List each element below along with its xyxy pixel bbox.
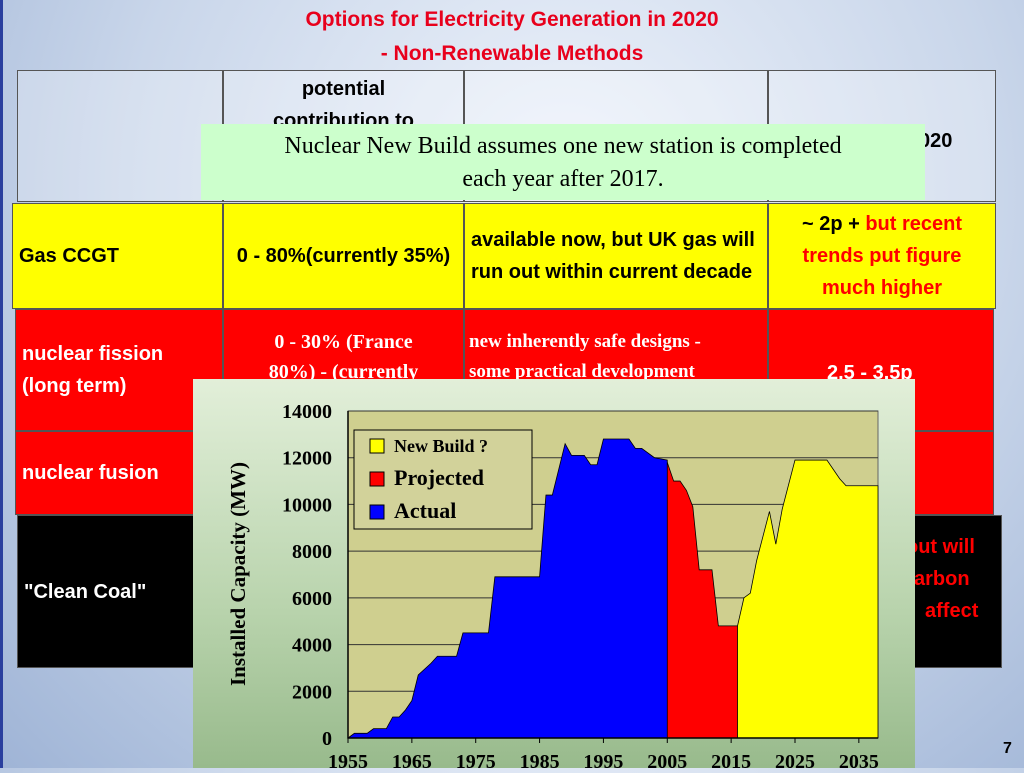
row-gas-status-cell: available now, but UK gas will run out w…: [464, 203, 768, 309]
row-fusion-name-cell: nuclear fusion: [15, 431, 223, 515]
row-gas-cost-cell: ~ 2p + but recent trends put figure much…: [768, 203, 996, 309]
legend-swatch-2: [369, 504, 385, 520]
header-cell-method: [17, 70, 223, 202]
x-tick-label-2005: 2005: [647, 751, 687, 768]
x-tick-label-1965: 1965: [392, 751, 432, 768]
y-tick-label-10000: 10000: [282, 494, 332, 516]
header-contribution-line1: potential: [301, 78, 386, 100]
nuclear-new-build-note: Nuclear New Build assumes one new statio…: [201, 124, 925, 200]
x-tick-label-1985: 1985: [520, 751, 560, 768]
y-tick-label-2000: 2000: [292, 681, 332, 703]
row-coal-tail-line2: arbon: [914, 568, 970, 590]
header-cost-fragment: 020: [919, 130, 953, 152]
slide-title-line1: Options for Electricity Generation in 20…: [305, 8, 719, 31]
row-gas-cost-note: but recent trends put figure much higher: [802, 213, 963, 299]
legend-label-2: Actual: [394, 498, 456, 523]
row-gas-status: available now, but UK gas will run out w…: [471, 229, 755, 283]
row-coal-name-cell: "Clean Coal": [17, 515, 223, 668]
series-area-actual: [346, 438, 671, 739]
row-fission-contribution-line2: 80%) - (currently: [268, 361, 419, 383]
row-fission-name: nuclear fission (long term): [22, 343, 164, 397]
note-line2: each year after 2017.: [462, 166, 664, 192]
row-gas-cost-base: ~ 2p +: [801, 213, 860, 235]
row-coal-tail-line3: affect: [925, 600, 979, 622]
row-fusion-name: nuclear fusion: [22, 462, 159, 484]
capacity-chart-box: 0 2000 4000 6000 8000 10000 12000 14000 1955 1965…: [193, 379, 915, 773]
y-tick-label-8000: 8000: [292, 541, 332, 563]
y-tick-label-6000: 6000: [292, 588, 332, 610]
page-number: 7: [1003, 740, 1012, 757]
chart-legend: New Build ? Projected Actual: [353, 429, 533, 530]
y-tick-label-4000: 4000: [292, 635, 332, 657]
row-fission-name-cell: nuclear fission (long term): [15, 309, 223, 431]
row-coal-name: "Clean Coal": [24, 580, 147, 603]
row-fission-status-line2: some practical development: [469, 361, 695, 382]
x-tick-label-1995: 1995: [583, 751, 623, 768]
x-tick-label-1955: 1955: [328, 751, 368, 768]
note-line1: Nuclear New Build assumes one new statio…: [284, 133, 842, 159]
slide-title-line2: - Non-Renewable Methods: [380, 42, 644, 65]
row-gas-name-cell: Gas CCGT: [12, 203, 223, 309]
legend-label-1: Projected: [394, 465, 484, 490]
x-tick-label-1975: 1975: [456, 751, 496, 768]
y-tick-label-14000: 14000: [282, 401, 332, 423]
row-fission-contribution-line1: 0 - 30% (France: [274, 331, 413, 353]
row-coal-tail-line1: out will: [906, 536, 975, 558]
x-tick-label-2035: 2035: [839, 751, 879, 768]
series-area-new-build: [737, 459, 879, 739]
legend-swatch-1: [369, 471, 385, 487]
legend-label-0: New Build ?: [394, 436, 488, 456]
capacity-chart: 0 2000 4000 6000 8000 10000 12000 14000 1955 1965…: [226, 401, 879, 773]
x-tick-label-2025: 2025: [775, 751, 815, 768]
row-gas-name: Gas CCGT: [19, 245, 120, 267]
row-gas-contribution: 0 - 80%(currently 35%): [236, 245, 451, 267]
y-tick-label-12000: 12000: [282, 448, 332, 470]
row-fission-cost: 2.5 - 3.5p: [827, 362, 913, 384]
x-tick-label-2015: 2015: [711, 751, 751, 768]
row-gas-contribution-cell: 0 - 80%(currently 35%): [223, 203, 464, 309]
y-axis-label: Installed Capacity (MW): [226, 462, 250, 686]
y-tick-label-0: 0: [322, 728, 332, 750]
legend-swatch-0: [369, 438, 385, 454]
row-fission-status-line1: new inherently safe designs -: [469, 331, 701, 352]
row-gas-cost: ~ 2p + but recent trends put figure much…: [769, 204, 995, 308]
